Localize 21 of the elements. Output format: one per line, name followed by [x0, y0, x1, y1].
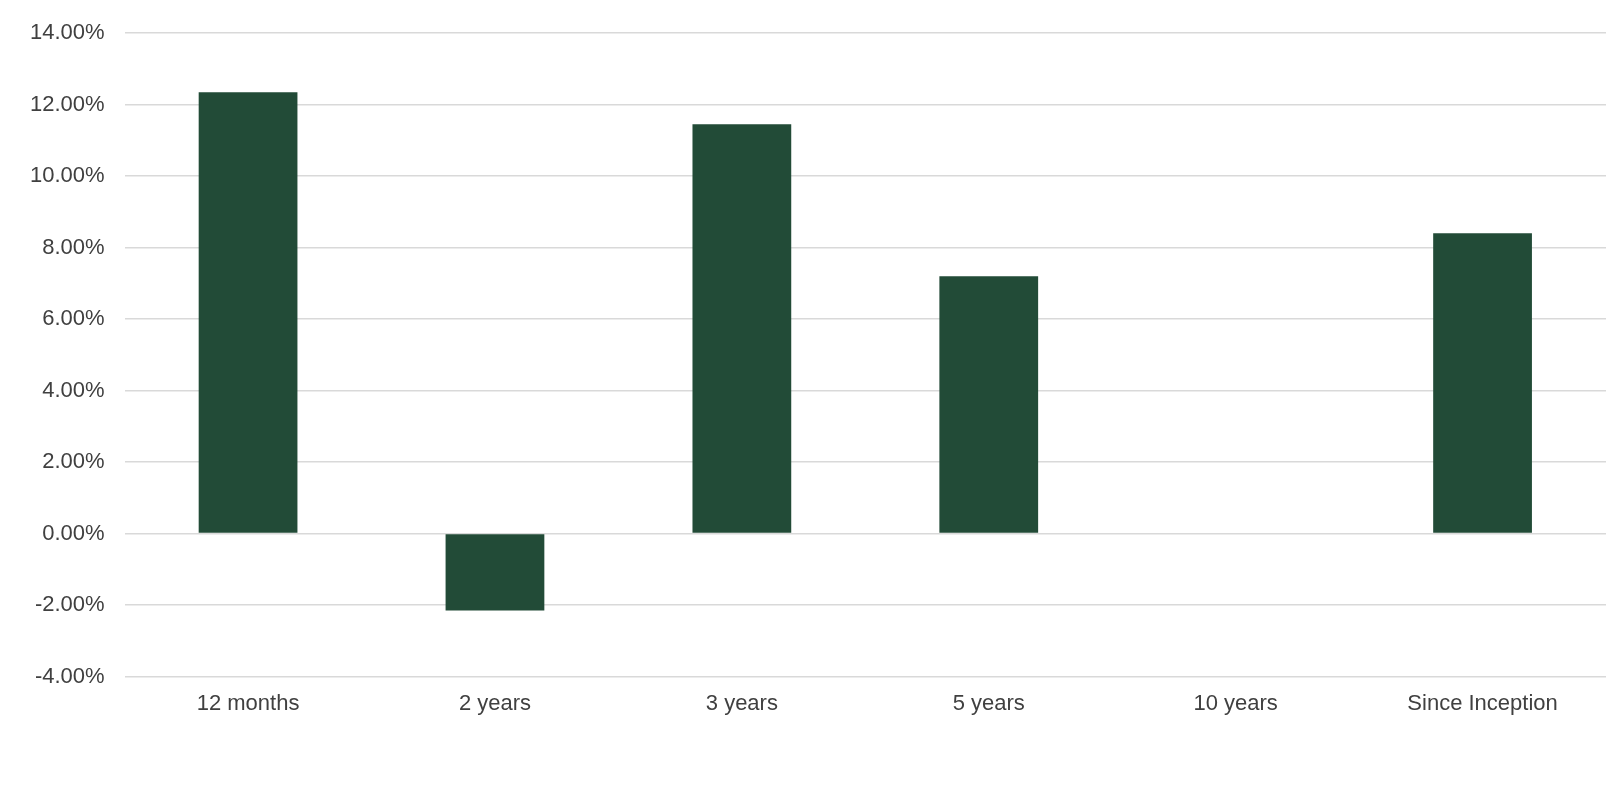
x-tick-label: Since Inception	[1407, 689, 1558, 715]
y-tick-label: -4.00%	[34, 662, 105, 688]
y-tick-label: 2.00%	[42, 448, 105, 474]
bar	[692, 124, 792, 533]
bar	[198, 92, 298, 533]
x-tick-label: 3 years	[705, 689, 778, 715]
y-tick-label: 10.00%	[29, 162, 105, 188]
x-tick-label: 5 years	[952, 689, 1025, 715]
y-tick-label: 4.00%	[42, 376, 105, 402]
x-tick-label: 2 years	[458, 689, 532, 715]
x-tick-label: 10 years	[1193, 689, 1278, 715]
y-tick-label: 14.00%	[29, 19, 105, 45]
y-tick-label: 0.00%	[42, 519, 105, 545]
bar	[939, 276, 1039, 533]
x-tick-label: 12 months	[196, 689, 300, 715]
y-tick-label: 12.00%	[29, 90, 105, 116]
y-tick-label: 6.00%	[42, 305, 105, 331]
y-tick-label: 8.00%	[42, 233, 105, 259]
y-tick-label: -2.00%	[34, 591, 105, 617]
bar	[445, 534, 545, 611]
bar	[1433, 233, 1532, 533]
